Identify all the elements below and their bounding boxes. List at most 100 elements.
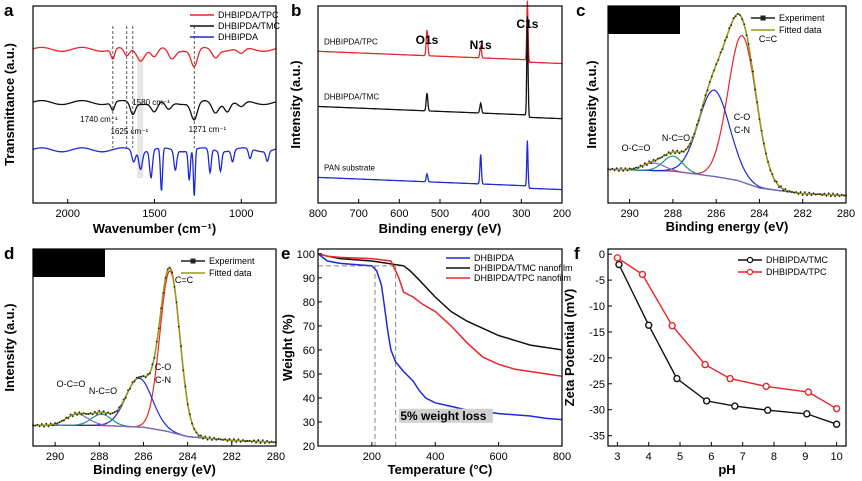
experiment-point <box>78 411 81 414</box>
experiment-point <box>654 160 657 162</box>
series-line <box>318 0 562 65</box>
experiment-point <box>762 142 765 145</box>
experiment-point <box>173 285 176 288</box>
experiment-point <box>144 376 147 379</box>
experiment-point <box>67 417 70 420</box>
experiment-point <box>164 277 167 279</box>
experiment-point <box>819 193 821 195</box>
experiment-point <box>204 435 207 438</box>
x-axis-label: pH <box>718 462 735 477</box>
y-tick-label: 70 <box>303 321 315 333</box>
peak-label: N1s <box>470 38 492 52</box>
experiment-point <box>109 413 112 415</box>
experiment-point <box>661 156 663 159</box>
experiment-point <box>715 63 718 66</box>
experiment-point <box>142 375 145 377</box>
experiment-point <box>669 152 672 155</box>
y-tick-label: -35 <box>589 431 605 443</box>
experiment-point <box>246 440 249 442</box>
experiment-point <box>756 101 759 104</box>
data-point <box>638 270 647 279</box>
series-line <box>318 140 562 191</box>
peak-label: N-C=O <box>662 133 690 143</box>
data-point <box>764 406 772 414</box>
experiment-point <box>217 437 220 440</box>
component-n-c-o <box>607 155 847 197</box>
experiment-point <box>51 424 54 427</box>
experiment-point <box>812 192 815 195</box>
baseline-line <box>33 424 276 443</box>
experiment-point <box>825 194 828 197</box>
experiment-point <box>624 167 627 170</box>
x-tick-label: 9 <box>802 451 808 463</box>
series-label: PAN substrate <box>324 163 376 172</box>
y-axis-label: Zeta Potential (mV) <box>562 289 577 407</box>
y-axis-label: Intensity (a.u.) <box>2 303 17 391</box>
y-tick-label: 60 <box>303 345 315 357</box>
experiment-point <box>215 438 218 441</box>
panel-a: 1740 cm⁻¹ 1625 cm⁻¹ 1580 cm⁻¹ 1271 cm⁻¹ 2000… <box>2 1 281 236</box>
peak-label: C1s <box>516 17 538 31</box>
weight-loss-label: 5% weight loss <box>400 409 486 423</box>
experiment-point <box>74 411 76 414</box>
experiment-point <box>754 88 757 91</box>
y-axis-label: Intensity (a.u.) <box>288 60 303 148</box>
experiment-point <box>786 190 789 193</box>
experiment-point <box>730 24 733 27</box>
experiment-point <box>237 438 240 441</box>
x-axis-label: Binding energy (eV) <box>666 219 789 234</box>
y-tick-label: -5 <box>595 275 605 287</box>
data-point <box>762 382 770 391</box>
legend-label: DHBIPDA/TMC <box>218 21 281 31</box>
experiment-point <box>626 169 629 172</box>
legend-label: DHBIPDA <box>218 32 258 42</box>
experiment-point <box>689 142 692 145</box>
peak-label: N-C=O <box>89 386 117 396</box>
experiment-point <box>628 167 631 170</box>
experiment-point <box>166 268 169 271</box>
y-axis-label: Intensity (a.u.) <box>584 60 599 148</box>
experiment-point <box>56 422 59 425</box>
experiment-point <box>71 415 74 418</box>
experiment-point <box>199 434 202 437</box>
experiment-point <box>728 27 731 30</box>
experiment-point <box>829 195 832 198</box>
experiment-point <box>611 167 614 170</box>
x-tick-label: 290 <box>620 208 638 220</box>
experiment-point <box>151 363 154 366</box>
experiment-point <box>264 442 266 445</box>
experiment-point <box>799 191 802 193</box>
data-point <box>726 374 734 383</box>
x-tick-label: 286 <box>134 451 152 463</box>
x-tick-label: 5 <box>677 451 683 463</box>
experiment-point <box>160 307 163 310</box>
x-tick-label: 4 <box>646 451 652 463</box>
experiment-point <box>222 439 224 441</box>
experiment-point <box>239 440 242 443</box>
experiment-point <box>45 422 48 425</box>
legend-label: Fitted data <box>779 25 822 35</box>
experiment-point <box>767 160 770 163</box>
experiment-point <box>773 180 776 182</box>
experiment-point <box>118 406 121 409</box>
experiment-point <box>120 405 123 407</box>
experiment-point <box>771 173 774 176</box>
experiment-point <box>717 59 720 61</box>
data-point <box>702 397 711 405</box>
experiment-point <box>672 149 674 152</box>
sample-subtitle: C1s 2 min <box>36 264 79 274</box>
legend-label: DHBIPDA/TPC nanofilm <box>474 273 571 283</box>
peak-label: C-N <box>155 375 171 385</box>
experiment-point <box>702 104 705 107</box>
experiment-point <box>89 412 92 415</box>
annotation-1580: 1580 cm⁻¹ <box>132 98 170 107</box>
experiment-point <box>808 191 811 194</box>
experiment-point <box>133 380 136 383</box>
experiment-point <box>122 398 125 401</box>
panel-label: c <box>576 1 585 20</box>
fitted-envelope <box>33 266 276 443</box>
experiment-point <box>834 195 837 198</box>
x-axis-label: Temperature (°C) <box>388 462 493 477</box>
x-tick-label: 280 <box>837 208 855 220</box>
series-line-dhbipda <box>32 147 276 196</box>
